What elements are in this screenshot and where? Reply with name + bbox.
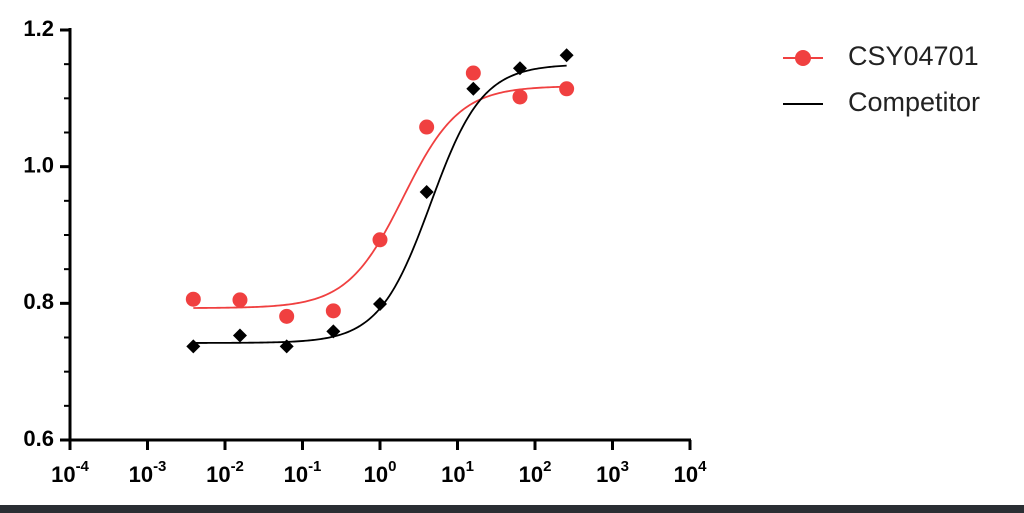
data-point bbox=[326, 324, 341, 339]
legend-label: Competitor bbox=[848, 87, 980, 117]
data-point bbox=[372, 232, 388, 248]
x-tick-label: 101 bbox=[441, 458, 474, 487]
data-point bbox=[232, 292, 248, 308]
data-point bbox=[279, 308, 295, 324]
data-point bbox=[512, 89, 528, 105]
data-point bbox=[465, 65, 481, 81]
legend-marker bbox=[795, 50, 811, 66]
data-point bbox=[325, 303, 341, 319]
y-tick-label: 0.6 bbox=[23, 426, 54, 451]
data-point bbox=[419, 184, 434, 199]
x-tick-label: 10-2 bbox=[206, 458, 244, 487]
x-tick-label: 10-3 bbox=[129, 458, 167, 487]
data-point bbox=[466, 81, 481, 96]
x-tick-label: 102 bbox=[519, 458, 552, 487]
data-point bbox=[512, 61, 527, 76]
y-tick-label: 0.8 bbox=[23, 289, 54, 314]
data-point bbox=[373, 297, 387, 312]
x-tick-label: 100 bbox=[364, 458, 397, 487]
x-tick-label: 10-1 bbox=[284, 458, 322, 487]
x-tick-label: 104 bbox=[674, 458, 707, 487]
data-point bbox=[279, 339, 294, 354]
x-tick-label: 103 bbox=[596, 458, 629, 487]
legend-label: CSY04701 bbox=[848, 41, 979, 71]
data-point bbox=[232, 328, 247, 343]
data-point bbox=[186, 339, 201, 354]
data-point bbox=[185, 291, 201, 307]
y-tick-label: 1.0 bbox=[23, 152, 54, 177]
bottom-strip bbox=[0, 505, 1024, 513]
data-point bbox=[559, 81, 575, 97]
data-point bbox=[559, 48, 574, 63]
data-point bbox=[419, 119, 435, 135]
y-tick-label: 1.2 bbox=[23, 16, 54, 41]
fit-curve bbox=[193, 85, 567, 309]
x-tick-label: 10-4 bbox=[51, 458, 89, 487]
